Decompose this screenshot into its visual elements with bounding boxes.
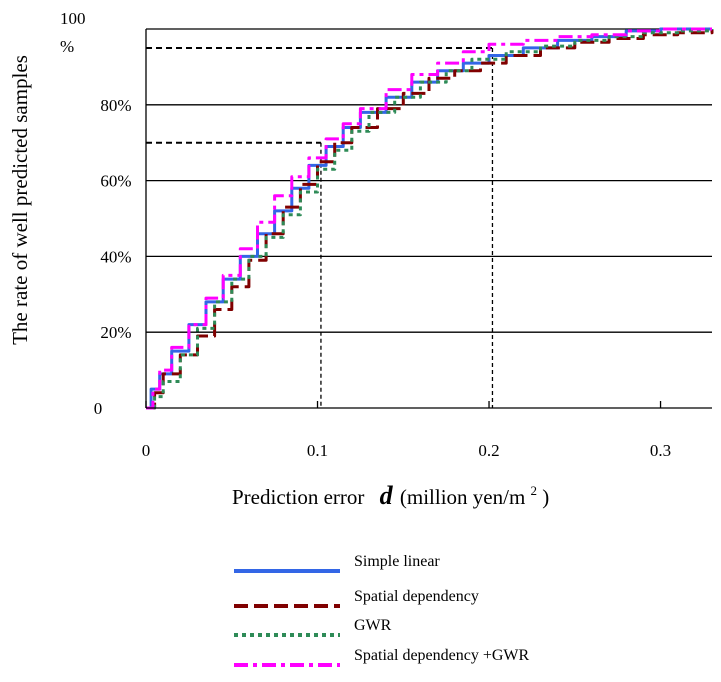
y-tick-label-0: 0 (94, 399, 103, 418)
y-tick-label-2: 40% (100, 247, 131, 266)
x-axis-title-symbol: d (380, 481, 394, 510)
x-axis-title-unit-close: ) (542, 485, 549, 509)
series-line-2 (146, 29, 714, 410)
x-axis-title-unit: (million yen/m (400, 485, 525, 509)
reference-lines (146, 46, 494, 408)
x-tick-label-2: 0.2 (478, 441, 499, 460)
y-tick-label-1: 20% (100, 323, 131, 342)
x-axis-title-prefix: Prediction error (232, 485, 364, 509)
series-line-4 (146, 27, 712, 410)
y-tick-labels: 0 20% 40% 60% 80% (94, 96, 132, 418)
series-lines (146, 27, 714, 410)
y-tick-top: 100 (60, 9, 86, 28)
y-tick-label-4: 80% (100, 96, 131, 115)
x-tick-labels: 0 0.1 0.2 0.3 (142, 441, 671, 460)
y-axis-title: The rate of well predicted samples (8, 55, 32, 345)
y-tick-label-3: 60% (100, 172, 131, 191)
x-tick-label-0: 0 (142, 441, 151, 460)
series-line-3 (146, 29, 714, 410)
x-axis-title-unit-sup: 2 (531, 483, 538, 498)
x-tick-label-3: 0.3 (650, 441, 671, 460)
legend-label-4: Spatial dependency +GWR (354, 647, 530, 664)
legend-label-1: Simple linear (354, 553, 440, 570)
legend: Simple linear Spatial dependency GWR Spatia… (234, 553, 530, 667)
y-tick-top-pct: % (60, 37, 74, 56)
axes (145, 29, 712, 409)
legend-label-2: Spatial dependency (354, 588, 479, 605)
x-tick-label-1: 0.1 (307, 441, 328, 460)
legend-label-3: GWR (354, 617, 392, 634)
x-axis-title: Prediction error d (million yen/m 2 ) (232, 476, 549, 510)
